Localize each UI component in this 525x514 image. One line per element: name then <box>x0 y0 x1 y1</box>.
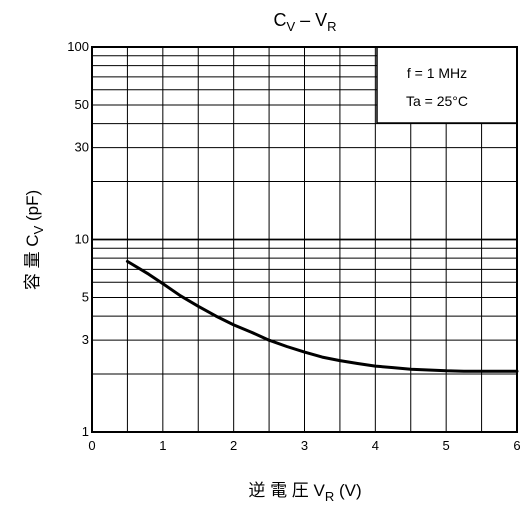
y-tick-label: 100 <box>67 39 89 54</box>
conditions-box-frame <box>376 46 518 124</box>
y-axis-label-text: 容 量 C <box>23 234 42 290</box>
x-tick-label: 3 <box>301 438 308 453</box>
y-tick-label: 30 <box>75 140 89 155</box>
y-axis-label: 容 量 CV (pF) <box>23 190 46 290</box>
y-tick-label: 1 <box>82 424 89 439</box>
condition-frequency: f = 1 MHz <box>407 65 467 81</box>
x-axis-label-unit: (V) <box>334 481 361 500</box>
x-axis-label-sub: R <box>325 489 334 504</box>
x-tick-label: 1 <box>159 438 166 453</box>
condition-temperature: Ta = 25°C <box>406 93 468 109</box>
chart-title-v: V <box>315 10 327 30</box>
series-line <box>125 259 519 373</box>
x-tick-label: 0 <box>88 438 95 453</box>
x-tick-label: 4 <box>372 438 379 453</box>
chart-title: CV – VR <box>273 10 336 34</box>
x-tick-label: 6 <box>513 438 520 453</box>
y-tick-label: 3 <box>82 332 89 347</box>
y-axis-label-unit: (pF) <box>23 190 42 226</box>
y-tick-label: 5 <box>82 289 89 304</box>
y-axis-label-sub: V <box>31 225 46 234</box>
x-tick-label: 5 <box>443 438 450 453</box>
conditions-box: f = 1 MHz Ta = 25°C <box>376 46 518 124</box>
x-tick-label: 2 <box>230 438 237 453</box>
y-tick-label: 50 <box>75 97 89 112</box>
chart-title-v-sub: R <box>327 19 336 34</box>
chart-title-c: C <box>273 10 286 30</box>
chart-title-c-sub: V <box>286 19 295 34</box>
x-axis-label: 逆 電 圧 VR (V) <box>248 481 361 504</box>
chart-title-dash: – <box>295 10 315 30</box>
plot-frame <box>91 46 518 433</box>
y-tick-label: 10 <box>75 232 89 247</box>
x-axis-label-text: 逆 電 圧 V <box>248 481 325 500</box>
series <box>125 259 519 373</box>
